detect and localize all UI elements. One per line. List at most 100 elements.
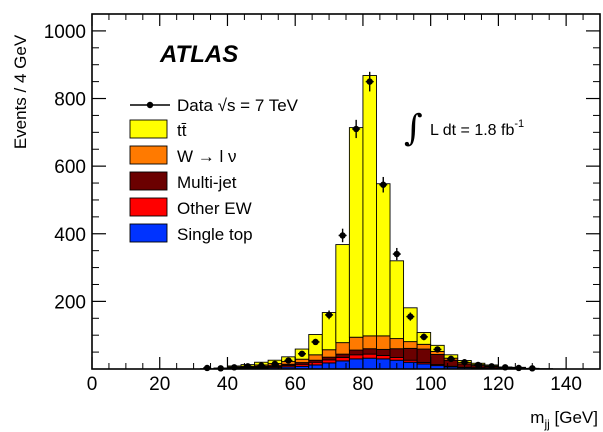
bar-w-l <box>348 336 364 351</box>
x-tick-label: 80 <box>352 374 373 395</box>
legend-swatch <box>129 171 168 191</box>
data-marker <box>366 78 373 85</box>
legend-item-other-ew: Other EW <box>129 197 252 218</box>
data-point <box>338 228 347 243</box>
bar-w-l <box>294 358 310 364</box>
legend-label: Multi-jet <box>177 173 237 192</box>
bar-other-ew <box>321 359 337 364</box>
data-marker <box>325 311 333 319</box>
bar-other-ew <box>348 354 364 360</box>
data-point <box>325 310 334 320</box>
stacked-histogram <box>199 75 554 370</box>
legend-swatch <box>129 223 168 243</box>
data-point <box>203 364 212 372</box>
data-point <box>311 338 320 346</box>
y-tick-label: 200 <box>54 292 86 313</box>
series-tt <box>199 75 554 370</box>
bar-w-l <box>376 335 391 350</box>
data-marker <box>298 350 306 357</box>
bar-multi-jet <box>362 348 377 355</box>
data-point <box>406 312 415 321</box>
data-point <box>514 364 523 372</box>
data-point <box>446 355 455 363</box>
data-marker <box>461 359 468 366</box>
legend-label: Other EW <box>177 199 252 218</box>
data-marker <box>312 338 319 346</box>
data-point <box>284 357 293 364</box>
data-marker <box>420 333 428 341</box>
bar-single-top <box>362 357 377 370</box>
bar-w-l <box>416 343 432 350</box>
legend-label: Single top <box>177 225 253 244</box>
x-tick-label: 120 <box>483 374 515 395</box>
bar-w-l <box>335 342 350 355</box>
legend-swatch <box>129 119 168 139</box>
bar-single-top <box>403 361 418 370</box>
data-marker <box>203 364 211 372</box>
legend-item-single-top: Single top <box>129 223 253 244</box>
data-point <box>379 176 388 193</box>
axis-ticks: 0 20 40 60 80 100 120 140 200 400 600 800 1000 <box>44 14 601 395</box>
bar-single-top <box>376 358 391 370</box>
legend-item-data: Data √s = 7 TeV <box>130 96 299 115</box>
x-tick-label: 100 <box>415 374 447 395</box>
bar-w-l <box>321 349 337 358</box>
legend: Data √s = 7 TeV tt̄ W → l ν Multi-jet Other … <box>129 96 299 244</box>
y-tick-label: 400 <box>54 225 86 246</box>
bar-multi-jet <box>335 353 350 358</box>
legend-swatch <box>129 197 168 217</box>
y-tick-label: 800 <box>54 90 86 111</box>
bar-tt <box>376 183 391 337</box>
x-tick-label: 60 <box>285 374 306 395</box>
legend-item-tt: tt̄ <box>129 119 187 140</box>
luminosity-exponent: -1 <box>514 118 524 130</box>
data-point <box>365 71 374 92</box>
x-tick-label: 140 <box>550 374 582 395</box>
data-point <box>243 363 252 370</box>
legend-swatch <box>129 145 168 165</box>
legend-label: tt̄ <box>177 121 187 140</box>
data-marker <box>447 355 455 363</box>
legend-label: Data √s = 7 TeV <box>177 96 299 115</box>
data-marker <box>285 357 292 364</box>
x-axis-label: mjj [GeV] <box>530 408 598 431</box>
luminosity-text: L dt = 1.8 fb-1 <box>430 118 524 139</box>
bar-single-top <box>335 360 350 370</box>
legend-item-multi-jet: Multi-jet <box>129 171 237 192</box>
bar-w-l <box>362 335 377 350</box>
data-marker <box>407 313 414 320</box>
x-tick-label: 20 <box>149 374 170 395</box>
luminosity-annotation: ∫ L dt = 1.8 fb-1 <box>404 108 524 149</box>
bar-other-ew <box>335 357 350 362</box>
bar-w-l <box>389 338 405 350</box>
data-marker <box>515 364 522 372</box>
y-tick-label: 1000 <box>44 22 86 43</box>
data-point <box>270 360 279 368</box>
y-axis-label: Events / 4 GeV <box>11 34 30 149</box>
bar-multi-jet <box>430 354 445 366</box>
legend-data-marker <box>146 101 154 109</box>
data-point <box>487 363 496 370</box>
data-marker <box>352 125 360 133</box>
data-marker <box>244 363 251 370</box>
legend-item-w-l: W → l ν <box>129 145 237 166</box>
bar-tt <box>335 244 350 344</box>
bar-w-l <box>308 354 323 361</box>
legend-label: W → l ν <box>177 147 237 166</box>
experiment-label: ATLAS <box>159 41 238 68</box>
bar-multi-jet <box>389 348 405 358</box>
bar-other-ew <box>362 353 377 359</box>
data-point <box>460 359 469 366</box>
data-point <box>352 119 361 139</box>
y-tick-label: 600 <box>54 157 86 178</box>
data-point <box>433 346 442 353</box>
data-point <box>419 333 428 341</box>
bar-other-ew <box>376 355 391 360</box>
bar-multi-jet <box>403 347 418 361</box>
data-marker <box>380 181 387 188</box>
bar-tt <box>389 260 405 340</box>
integral-symbol: ∫ <box>404 108 423 149</box>
bar-single-top <box>348 358 364 370</box>
